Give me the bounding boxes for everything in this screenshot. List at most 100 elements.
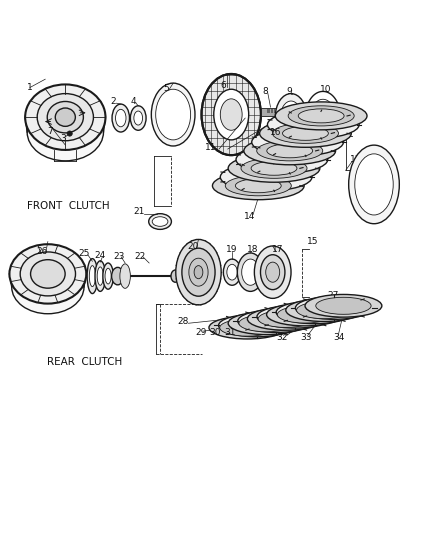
Ellipse shape	[244, 137, 336, 165]
Ellipse shape	[37, 94, 93, 141]
Text: 28: 28	[177, 317, 189, 326]
Ellipse shape	[276, 301, 353, 324]
Text: 5: 5	[163, 84, 169, 93]
Ellipse shape	[55, 108, 75, 126]
Ellipse shape	[225, 176, 291, 196]
Ellipse shape	[95, 261, 106, 292]
Ellipse shape	[134, 111, 143, 125]
Ellipse shape	[276, 102, 367, 130]
Ellipse shape	[247, 308, 324, 330]
Bar	[261, 108, 280, 116]
Ellipse shape	[209, 316, 286, 339]
Ellipse shape	[47, 101, 83, 133]
Text: 7: 7	[47, 127, 53, 136]
Ellipse shape	[214, 89, 249, 140]
Text: 26: 26	[36, 247, 48, 256]
Ellipse shape	[112, 268, 124, 285]
Ellipse shape	[349, 145, 399, 224]
Ellipse shape	[254, 246, 291, 298]
Ellipse shape	[242, 259, 259, 285]
Ellipse shape	[220, 99, 242, 130]
Ellipse shape	[286, 299, 363, 321]
Ellipse shape	[283, 126, 328, 140]
Text: 8: 8	[262, 87, 268, 96]
Ellipse shape	[277, 306, 333, 323]
Ellipse shape	[272, 123, 339, 143]
Text: 32: 32	[277, 333, 288, 342]
Ellipse shape	[235, 179, 281, 193]
Circle shape	[67, 131, 72, 136]
Ellipse shape	[267, 144, 313, 158]
Ellipse shape	[257, 305, 334, 328]
Ellipse shape	[27, 103, 103, 161]
Ellipse shape	[152, 217, 168, 227]
Ellipse shape	[149, 214, 171, 229]
Ellipse shape	[201, 74, 261, 155]
Text: 13: 13	[350, 155, 361, 164]
Ellipse shape	[176, 239, 221, 305]
Text: 16: 16	[270, 127, 282, 136]
Ellipse shape	[227, 264, 237, 280]
Text: 1: 1	[27, 83, 33, 92]
Text: 25: 25	[79, 249, 90, 258]
Text: 17: 17	[272, 245, 284, 254]
Ellipse shape	[228, 154, 320, 182]
Text: FRONT  CLUTCH: FRONT CLUTCH	[27, 201, 110, 211]
Ellipse shape	[297, 302, 352, 319]
Ellipse shape	[281, 101, 301, 133]
Text: 19: 19	[226, 245, 238, 254]
Ellipse shape	[120, 264, 131, 288]
Text: 14: 14	[244, 212, 255, 221]
Ellipse shape	[251, 161, 297, 175]
Ellipse shape	[355, 154, 393, 215]
Text: 23: 23	[113, 253, 124, 261]
Text: 18: 18	[247, 245, 259, 254]
Text: 4: 4	[131, 97, 137, 106]
Text: 24: 24	[95, 251, 106, 260]
Ellipse shape	[223, 259, 241, 285]
Ellipse shape	[316, 297, 371, 314]
Text: 29: 29	[195, 328, 206, 337]
Text: 2: 2	[110, 97, 116, 106]
Ellipse shape	[155, 89, 191, 140]
Text: 22: 22	[134, 253, 145, 261]
Ellipse shape	[212, 172, 304, 200]
Text: IIIIII: IIIIII	[266, 109, 275, 114]
Ellipse shape	[219, 314, 295, 337]
Ellipse shape	[31, 260, 65, 288]
Ellipse shape	[25, 84, 106, 150]
Ellipse shape	[258, 310, 314, 327]
Ellipse shape	[131, 106, 146, 130]
Ellipse shape	[252, 128, 343, 156]
Ellipse shape	[194, 265, 203, 279]
Text: 15: 15	[307, 237, 318, 246]
Text: 27: 27	[328, 291, 339, 300]
Text: 12: 12	[385, 165, 396, 174]
Ellipse shape	[97, 267, 103, 285]
Text: 9: 9	[287, 87, 293, 96]
Ellipse shape	[295, 297, 372, 319]
Ellipse shape	[305, 294, 382, 317]
Ellipse shape	[103, 263, 113, 289]
Ellipse shape	[189, 258, 208, 286]
Text: 21: 21	[134, 207, 145, 216]
Ellipse shape	[87, 259, 98, 294]
Ellipse shape	[241, 158, 307, 179]
Ellipse shape	[10, 244, 86, 304]
Text: REAR  CLUTCH: REAR CLUTCH	[47, 357, 122, 367]
Ellipse shape	[257, 141, 323, 161]
Ellipse shape	[228, 312, 305, 335]
Ellipse shape	[288, 106, 354, 126]
Ellipse shape	[276, 94, 307, 140]
Text: 6: 6	[220, 81, 226, 90]
Ellipse shape	[266, 262, 280, 282]
Text: 31: 31	[224, 328, 236, 337]
Ellipse shape	[239, 315, 294, 332]
Text: 20: 20	[187, 243, 198, 252]
Ellipse shape	[105, 268, 111, 284]
Ellipse shape	[236, 146, 328, 174]
Ellipse shape	[267, 303, 343, 326]
Ellipse shape	[151, 83, 195, 146]
Ellipse shape	[220, 163, 312, 191]
Ellipse shape	[89, 265, 95, 287]
